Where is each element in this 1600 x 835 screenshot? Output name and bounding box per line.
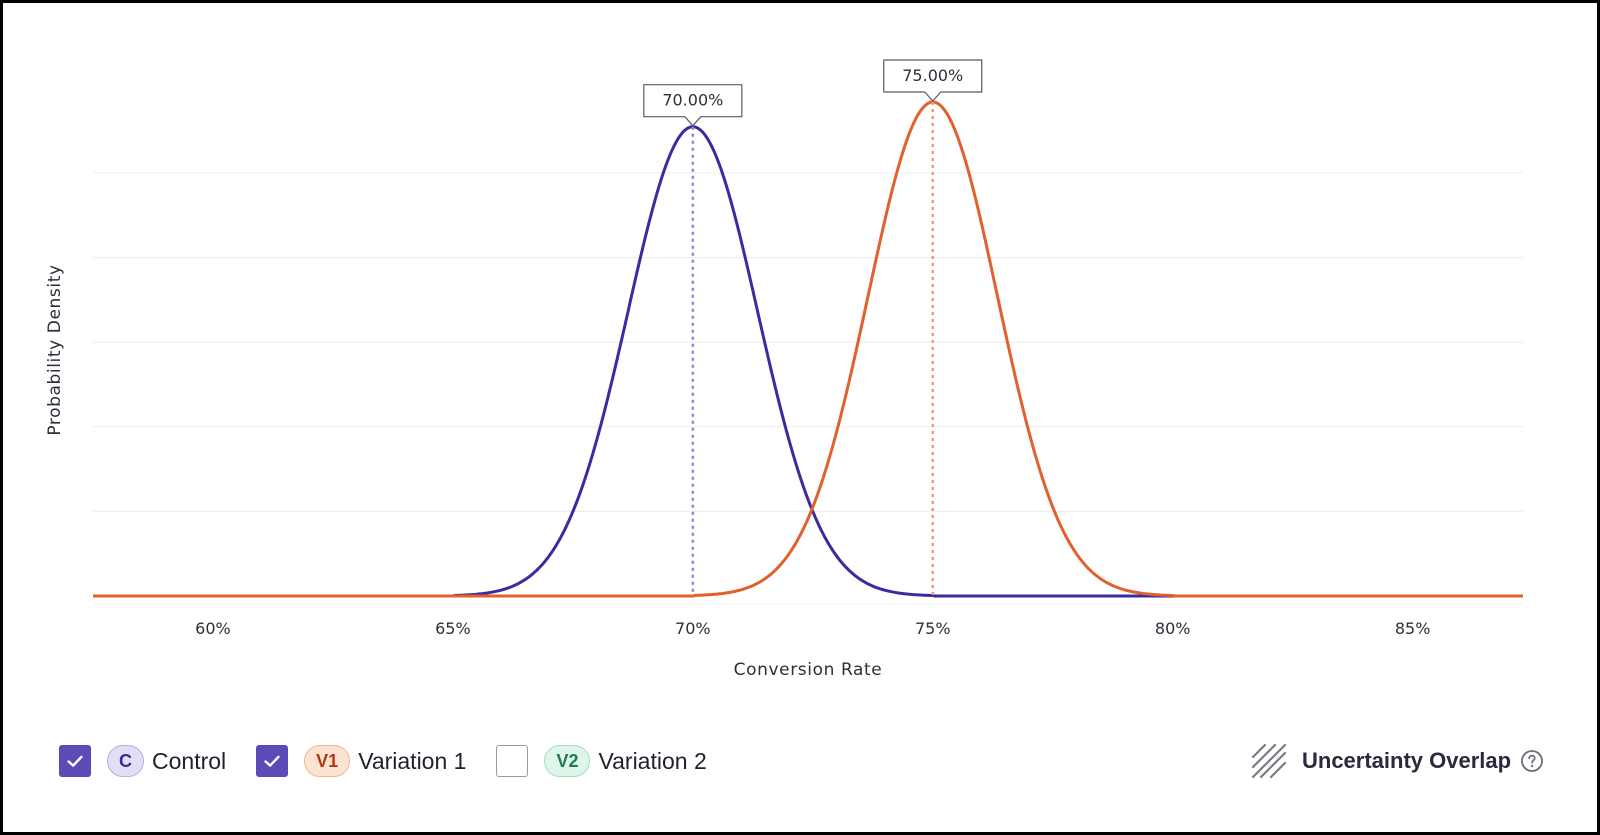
callout-box (643, 84, 743, 127)
x-axis-title: Conversion Rate (734, 660, 883, 680)
legend-item-variation-2[interactable]: V2 Variation 2 (496, 745, 707, 777)
x-tick-label: 60% (195, 619, 231, 638)
x-tick-label: 65% (435, 619, 471, 638)
series-layer (93, 100, 1523, 598)
uncertainty-overlap-label: Uncertainty Overlap (1302, 748, 1512, 773)
callout-layer: 70.00% 75.00% (643, 59, 983, 596)
mean-callout: 70.00% (643, 84, 743, 127)
variation-2-label: Variation 2 (598, 747, 707, 774)
legend-item-variation-1[interactable]: V1 Variation 1 (256, 745, 466, 777)
x-tick-label: 85% (1395, 619, 1431, 638)
x-tick-label: 75% (915, 619, 951, 638)
variation-1-label: Variation 1 (358, 747, 467, 774)
density-curve-control (93, 125, 1523, 598)
x-tick-label: 80% (1155, 619, 1191, 638)
control-checkbox[interactable] (59, 745, 91, 777)
grid-lines (93, 172, 1523, 512)
checkmark-icon (67, 755, 83, 767)
uncertainty-overlap-toggle[interactable]: Uncertainty Overlap (1251, 743, 1544, 779)
callout-label: 70.00% (662, 91, 723, 110)
callout-box (883, 59, 983, 102)
variation-2-checkbox[interactable] (496, 745, 529, 777)
mean-callout: 75.00% (883, 59, 983, 102)
hatch-icon (1251, 743, 1287, 779)
callout-label: 75.00% (902, 66, 963, 85)
y-axis-title: Probability Density (45, 264, 65, 435)
variation-1-badge: V1 (304, 745, 351, 777)
checkmark-icon (264, 755, 280, 767)
series-legend: C Control V1 Variation 1 V2 Variation 2 (59, 743, 737, 779)
variation-2-badge: V2 (544, 745, 591, 777)
legend-item-control[interactable]: C Control (59, 745, 226, 777)
x-axis: 60% 65% 70% 75% 80% 85% (93, 603, 1523, 638)
control-badge: C (107, 745, 144, 777)
density-chart: 60% 65% 70% 75% 80% 85% 70.00% 75.00% Conversi… (45, 59, 1523, 680)
question-circle-icon[interactable] (1520, 749, 1544, 773)
density-curve-variation-1 (93, 100, 1523, 598)
variation-1-checkbox[interactable] (256, 745, 289, 777)
x-tick-label: 70% (675, 619, 711, 638)
control-label: Control (152, 747, 227, 774)
